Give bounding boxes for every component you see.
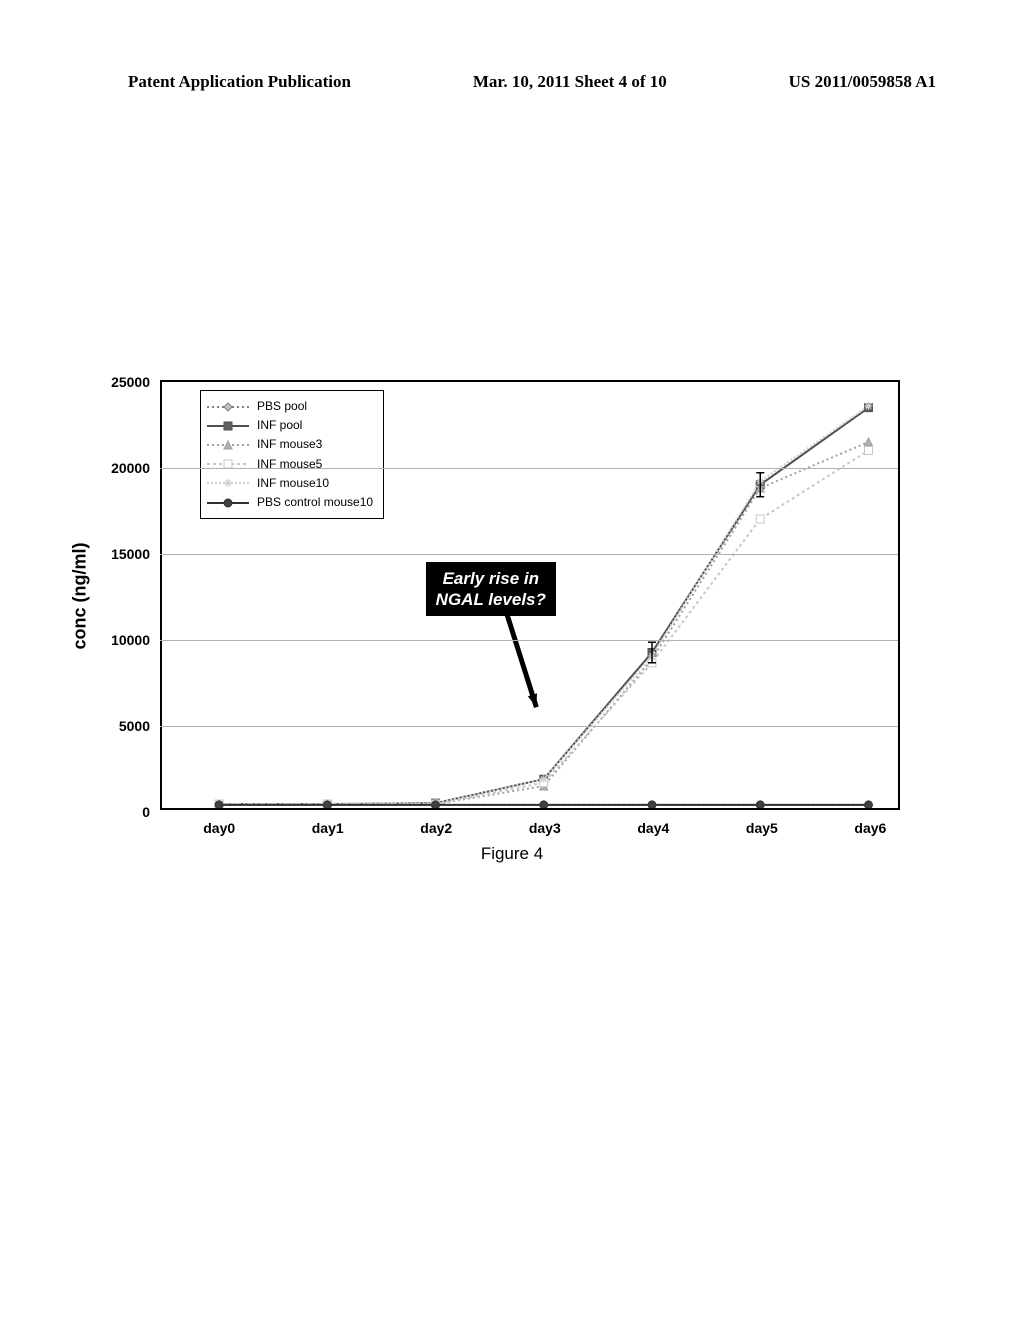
- x-tick-label: day1: [312, 820, 344, 836]
- gridline: [160, 726, 898, 727]
- x-tick-label: day6: [854, 820, 886, 836]
- y-tick-label: 25000: [70, 374, 150, 390]
- publication-type: Patent Application Publication: [128, 72, 351, 92]
- gridline: [160, 468, 898, 469]
- gridline: [160, 554, 898, 555]
- chart-legend: PBS poolINF poolINF mouse3INF mouse5INF …: [200, 390, 384, 519]
- legend-row: PBS control mouse10: [207, 493, 373, 512]
- legend-row: INF pool: [207, 416, 373, 435]
- x-tick-label: day2: [420, 820, 452, 836]
- legend-swatch: [207, 497, 249, 509]
- x-tick-label: day5: [746, 820, 778, 836]
- line-chart: conc (ng/ml) PBS poolINF poolINF mouse3I…: [160, 380, 900, 810]
- x-tick-label: day3: [529, 820, 561, 836]
- legend-label: INF mouse3: [257, 435, 322, 454]
- legend-label: PBS pool: [257, 397, 307, 416]
- legend-swatch: [207, 420, 249, 432]
- y-tick-label: 20000: [70, 460, 150, 476]
- callout-line1: Early rise in: [443, 569, 539, 588]
- legend-row: INF mouse5: [207, 455, 373, 474]
- callout-line2: NGAL levels?: [436, 590, 546, 609]
- legend-swatch: [207, 439, 249, 451]
- publication-date: Mar. 10, 2011 Sheet 4 of 10: [473, 72, 667, 92]
- legend-label: INF mouse10: [257, 474, 329, 493]
- legend-swatch: [207, 401, 249, 413]
- y-tick-label: 10000: [70, 632, 150, 648]
- legend-row: INF mouse10: [207, 474, 373, 493]
- x-tick-label: day4: [637, 820, 669, 836]
- legend-swatch: [207, 477, 249, 489]
- x-tick-label: day0: [203, 820, 235, 836]
- chart-callout: Early rise in NGAL levels?: [426, 562, 556, 617]
- y-tick-label: 15000: [70, 546, 150, 562]
- figure-caption: Figure 4: [0, 844, 1024, 864]
- legend-row: PBS pool: [207, 397, 373, 416]
- legend-label: INF pool: [257, 416, 302, 435]
- gridline: [160, 640, 898, 641]
- y-tick-label: 5000: [70, 718, 150, 734]
- y-tick-label: 0: [70, 804, 150, 820]
- legend-label: INF mouse5: [257, 455, 322, 474]
- legend-row: INF mouse3: [207, 435, 373, 454]
- publication-number: US 2011/0059858 A1: [789, 72, 936, 92]
- legend-label: PBS control mouse10: [257, 493, 373, 512]
